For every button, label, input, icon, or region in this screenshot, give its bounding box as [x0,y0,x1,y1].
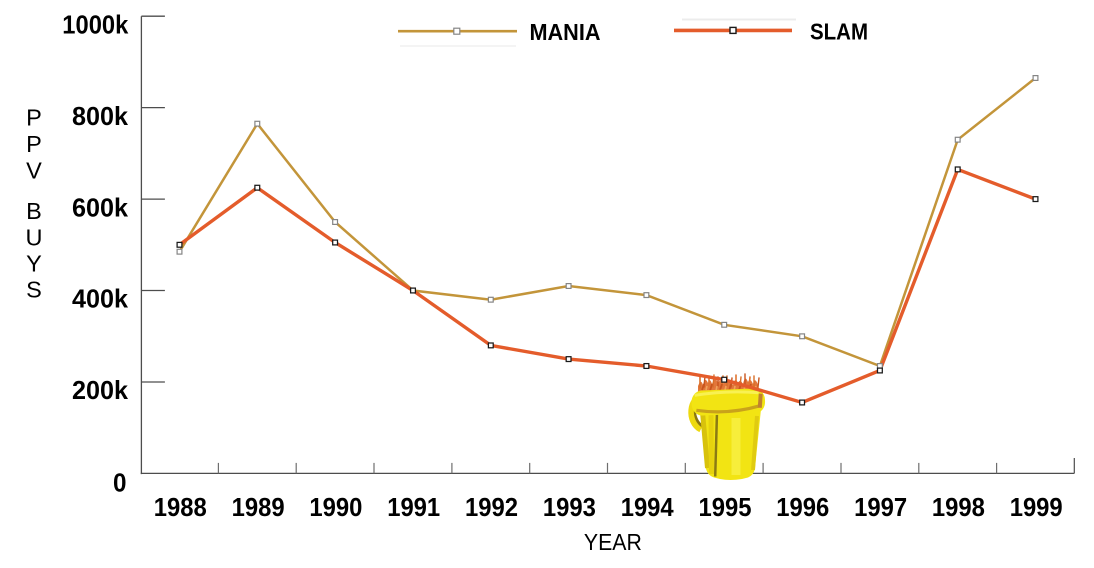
svg-text:1990: 1990 [309,492,362,522]
svg-text:1991: 1991 [387,492,440,522]
svg-text:1000k: 1000k [62,9,128,39]
svg-text:S: S [26,276,42,302]
svg-text:1997: 1997 [854,492,907,522]
svg-text:1996: 1996 [776,492,829,522]
svg-text:Y: Y [26,251,42,277]
svg-text:YEAR: YEAR [584,529,642,555]
svg-text:200k: 200k [72,375,129,405]
svg-text:1992: 1992 [465,492,518,522]
svg-text:B: B [26,198,42,224]
svg-text:1993: 1993 [543,492,596,522]
svg-text:P: P [26,105,42,131]
svg-text:400k: 400k [72,284,129,314]
svg-text:P: P [26,131,42,157]
svg-text:600k: 600k [72,192,129,222]
svg-text:1994: 1994 [621,492,674,522]
svg-text:1999: 1999 [1010,492,1063,522]
svg-text:1988: 1988 [154,492,207,522]
svg-text:V: V [26,157,42,183]
svg-text:1995: 1995 [699,492,752,522]
svg-text:800k: 800k [72,101,129,131]
svg-text:1998: 1998 [932,492,985,522]
svg-text:SLAM: SLAM [810,19,868,45]
svg-text:0: 0 [113,468,127,498]
svg-text:MANIA: MANIA [530,19,601,45]
svg-text:U: U [26,224,43,250]
svg-text:1989: 1989 [232,492,285,522]
